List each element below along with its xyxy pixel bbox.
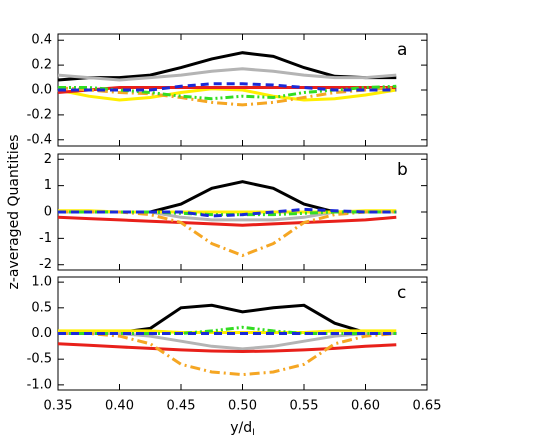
x-tick-label: 0.35	[44, 399, 73, 414]
y-tick-label: 0.0	[31, 83, 52, 98]
x-tick-label: 0.55	[290, 399, 319, 414]
y-tick-label: 0.4	[31, 33, 52, 48]
y-tick-label: 0	[44, 205, 52, 220]
y-tick-label: -1	[39, 231, 52, 246]
panel-label: c	[397, 283, 406, 303]
data-line	[57, 67, 397, 82]
data-line	[57, 86, 397, 94]
x-tick-label: 0.45	[167, 399, 196, 414]
data-line	[57, 51, 397, 82]
y-tick-label: -1.0	[27, 377, 52, 392]
data-line	[57, 86, 397, 107]
panel-label: b	[397, 160, 408, 180]
y-tick-label: -0.4	[27, 132, 52, 147]
y-tick-label: -0.5	[27, 352, 52, 367]
data-line	[57, 215, 397, 227]
data-line	[58, 332, 397, 377]
x-tick-label: 0.65	[413, 399, 442, 414]
data-line	[58, 207, 397, 218]
data-line	[57, 87, 397, 102]
y-tick-label: 0.2	[31, 58, 52, 73]
data-line	[58, 325, 397, 335]
y-tick-label: 1.0	[31, 275, 52, 290]
y-tick-label: -2	[39, 257, 52, 272]
y-axis-label: z-averaged Quantities	[6, 134, 22, 289]
y-tick-label: 1	[44, 178, 52, 193]
x-axis-label-main: y/d	[230, 420, 252, 436]
y-tick-label: 2	[44, 152, 52, 167]
y-tick-label: -0.2	[27, 107, 52, 122]
y-tick-label: 0.0	[31, 326, 52, 341]
x-tick-label: 0.50	[228, 399, 257, 414]
data-line	[58, 180, 397, 214]
data-line	[58, 84, 397, 101]
x-tick-label: 0.60	[351, 399, 380, 414]
x-axis-label-sub: I	[252, 428, 255, 438]
x-axis-label: y/dI	[230, 420, 255, 438]
y-tick-label: 0.5	[31, 300, 52, 315]
panel-label: a	[397, 40, 407, 60]
data-line	[57, 342, 397, 354]
data-line	[58, 82, 397, 92]
data-line	[58, 210, 397, 258]
x-tick-label: 0.40	[105, 399, 134, 414]
